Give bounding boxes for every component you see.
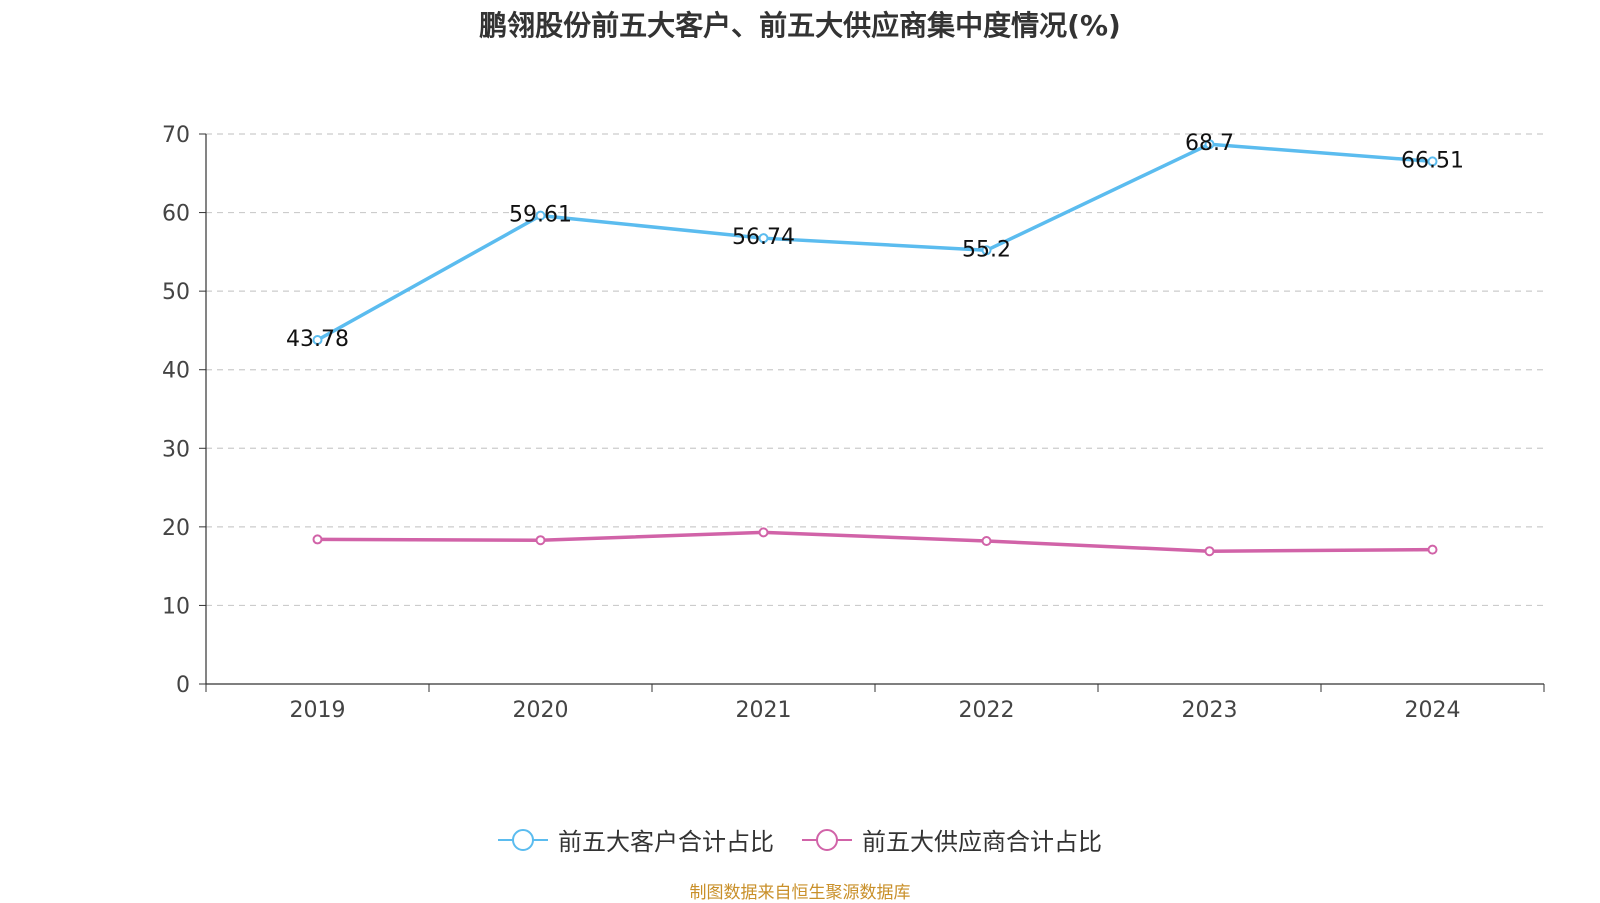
legend-label-customers: 前五大客户合计占比 [558, 828, 774, 856]
data-label: 56.74 [732, 225, 795, 250]
data-point-0 [758, 233, 769, 244]
data-point-1 [1427, 544, 1438, 555]
data-label: 59.61 [509, 203, 572, 228]
chart-title: 鹏翎股份前五大客户、前五大供应商集中度情况(%) [479, 9, 1121, 42]
x-tick-label: 2020 [513, 698, 569, 723]
y-tick-label: 30 [162, 437, 190, 462]
y-tick-label: 70 [162, 123, 190, 148]
data-label: 43.78 [286, 327, 349, 352]
legend-item-customers[interactable]: 前五大客户合计占比 [498, 822, 774, 857]
data-point-1 [758, 527, 769, 538]
legend-label-suppliers: 前五大供应商合计占比 [862, 828, 1102, 856]
series-line-0 [316, 142, 1433, 342]
x-tick-label: 2019 [290, 698, 346, 723]
series-line-1 [317, 530, 1433, 553]
legend-marker-customers [498, 828, 548, 851]
data-point-1 [981, 536, 992, 546]
y-tick-label: 60 [162, 202, 190, 227]
data-label: 55.2 [962, 237, 1011, 262]
legend: 前五大客户合计占比 前五大供应商合计占比 [0, 822, 1600, 857]
y-tick-label: 40 [162, 359, 190, 384]
y-tick-label: 10 [162, 594, 190, 619]
data-point-1 [535, 535, 546, 546]
y-tick-label: 50 [162, 280, 190, 305]
data-point-0 [312, 335, 323, 346]
data-point-1 [312, 534, 323, 545]
legend-item-suppliers[interactable]: 前五大供应商合计占比 [802, 822, 1102, 857]
data-point-0 [1204, 139, 1215, 150]
data-label: 66.51 [1401, 148, 1464, 173]
legend-marker-suppliers [802, 828, 852, 851]
y-tick-label: 20 [162, 516, 190, 541]
source-note: 制图数据来自恒生聚源数据库 [689, 883, 911, 903]
x-tick-label: 2021 [736, 698, 792, 723]
x-tick-label: 2024 [1405, 698, 1461, 723]
data-point-0 [535, 210, 546, 221]
x-tick-label: 2023 [1182, 698, 1238, 723]
data-point-0 [1427, 156, 1438, 167]
data-point-1 [1204, 546, 1215, 557]
x-tick-label: 2022 [959, 698, 1015, 723]
data-point-0 [981, 245, 992, 256]
data-label: 68.7 [1185, 131, 1234, 156]
y-tick-label: 0 [176, 673, 190, 698]
